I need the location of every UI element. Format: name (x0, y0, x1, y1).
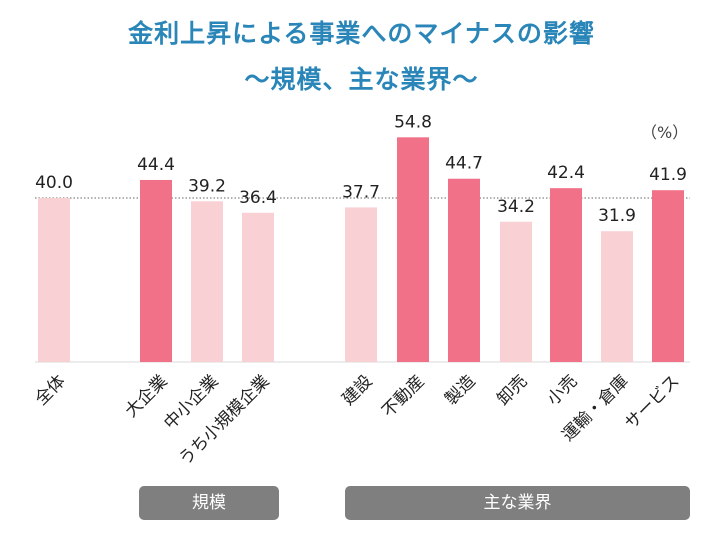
group-label-industry: 主な業界 (345, 486, 690, 520)
category-label-10: サービス (621, 371, 683, 433)
bar-6 (448, 178, 480, 362)
data-label-3: 36.4 (239, 188, 277, 208)
category-label-7: 卸売 (493, 371, 531, 409)
data-label-6: 44.7 (445, 154, 483, 174)
data-label-7: 34.2 (497, 197, 535, 217)
category-label-0: 全体 (31, 371, 69, 409)
unit-label: （%） (641, 123, 688, 142)
bar-0 (38, 198, 70, 362)
data-label-4: 37.7 (342, 182, 380, 202)
data-label-1: 44.4 (137, 155, 175, 175)
bar-10 (652, 190, 684, 362)
category-label-6: 製造 (441, 371, 479, 409)
data-label-8: 42.4 (547, 163, 585, 183)
group-label-size: 規模 (139, 486, 279, 520)
category-label-4: 建設 (338, 371, 376, 409)
data-label-10: 41.9 (649, 165, 687, 185)
bar-1 (140, 179, 172, 362)
bar-2 (191, 201, 223, 362)
bar-3 (242, 212, 274, 362)
data-label-2: 39.2 (188, 176, 226, 196)
data-label-0: 40.0 (35, 173, 73, 193)
bar-9 (601, 231, 633, 362)
bar-8 (550, 188, 582, 362)
bar-7 (500, 221, 532, 362)
bar-5 (397, 137, 429, 362)
chart-title: 金利上昇による事業へのマイナスの影響 (128, 19, 595, 48)
data-label-5: 54.8 (394, 112, 432, 132)
category-label-1: 大企業 (121, 371, 171, 421)
category-label-8: 小売 (543, 371, 581, 409)
chart-subtitle: ～規模、主な業界～ (244, 65, 479, 94)
data-label-9: 31.9 (598, 206, 636, 226)
bar-4 (345, 207, 377, 362)
category-label-5: 不動産 (378, 371, 428, 421)
category-label-3: うち小規模企業 (175, 371, 273, 469)
